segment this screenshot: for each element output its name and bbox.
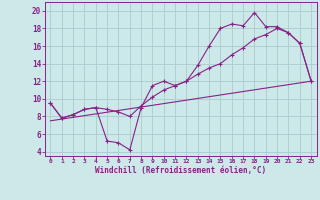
X-axis label: Windchill (Refroidissement éolien,°C): Windchill (Refroidissement éolien,°C) xyxy=(95,166,266,175)
